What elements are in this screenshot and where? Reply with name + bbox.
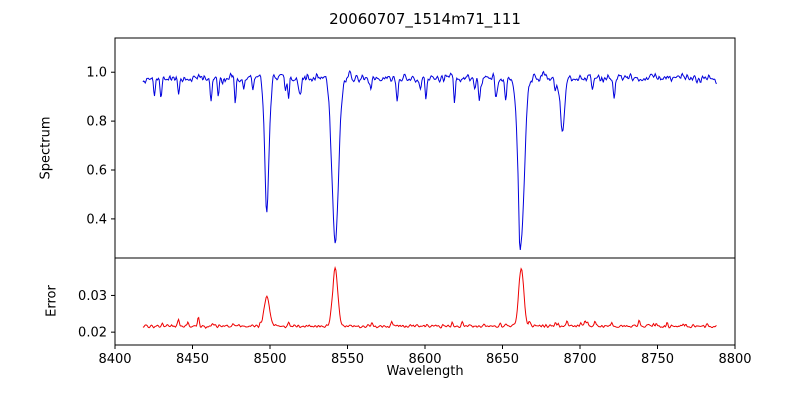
x-tick-label: 8650: [486, 352, 519, 367]
spectrum-panel-frame: [114, 37, 736, 259]
x-tick-label: 8550: [331, 352, 364, 367]
x-tick-label: 8800: [718, 352, 751, 367]
x-tick-label: 8450: [176, 352, 209, 367]
y-tick-label: 0.8: [86, 115, 107, 130]
chart-title: 20060707_1514m71_111: [329, 10, 521, 28]
x-tick-label: 8400: [98, 352, 131, 367]
error-line: [142, 265, 717, 330]
error-panel-frame: [114, 257, 736, 346]
x-tick-label: 8700: [563, 352, 596, 367]
x-tick-label: 8600: [408, 352, 441, 367]
y-tick-label: 0.6: [86, 164, 107, 179]
y-tick-label: 0.4: [86, 212, 107, 227]
spectrum-line: [142, 69, 717, 251]
x-tick-label: 8750: [641, 352, 674, 367]
y-tick-label: 0.02: [78, 326, 107, 341]
x-axis-label: Wavelength: [386, 364, 464, 379]
y-tick-label: 1.0: [86, 66, 107, 81]
y-tick-label: 0.03: [78, 289, 107, 304]
x-tick-label: 8500: [253, 352, 286, 367]
